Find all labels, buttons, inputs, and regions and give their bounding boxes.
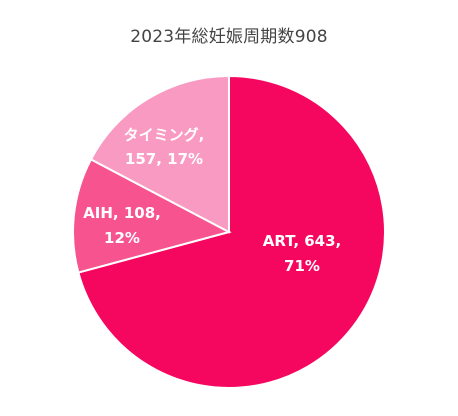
slice-label-aih-line2: 12% bbox=[104, 229, 140, 247]
slice-label-art-line1: ART, 643, bbox=[263, 232, 342, 250]
slice-label-art-line2: 71% bbox=[284, 257, 320, 275]
chart-title: 2023年総妊娠周期数908 bbox=[130, 27, 328, 47]
pie-slice-timing bbox=[89, 74, 230, 234]
pie-slice-labels: ART, 643, 71% AIH, 108, 12% タイミング, 157, … bbox=[83, 126, 341, 275]
pie-slice-art bbox=[77, 74, 386, 389]
slice-label-timing-line1: タイミング, bbox=[124, 126, 205, 144]
slice-label-timing-line2: 157, 17% bbox=[125, 150, 203, 168]
pie-slices bbox=[72, 74, 386, 389]
slice-label-aih-line1: AIH, 108, bbox=[83, 204, 161, 222]
pie-slice-aih bbox=[72, 158, 232, 274]
